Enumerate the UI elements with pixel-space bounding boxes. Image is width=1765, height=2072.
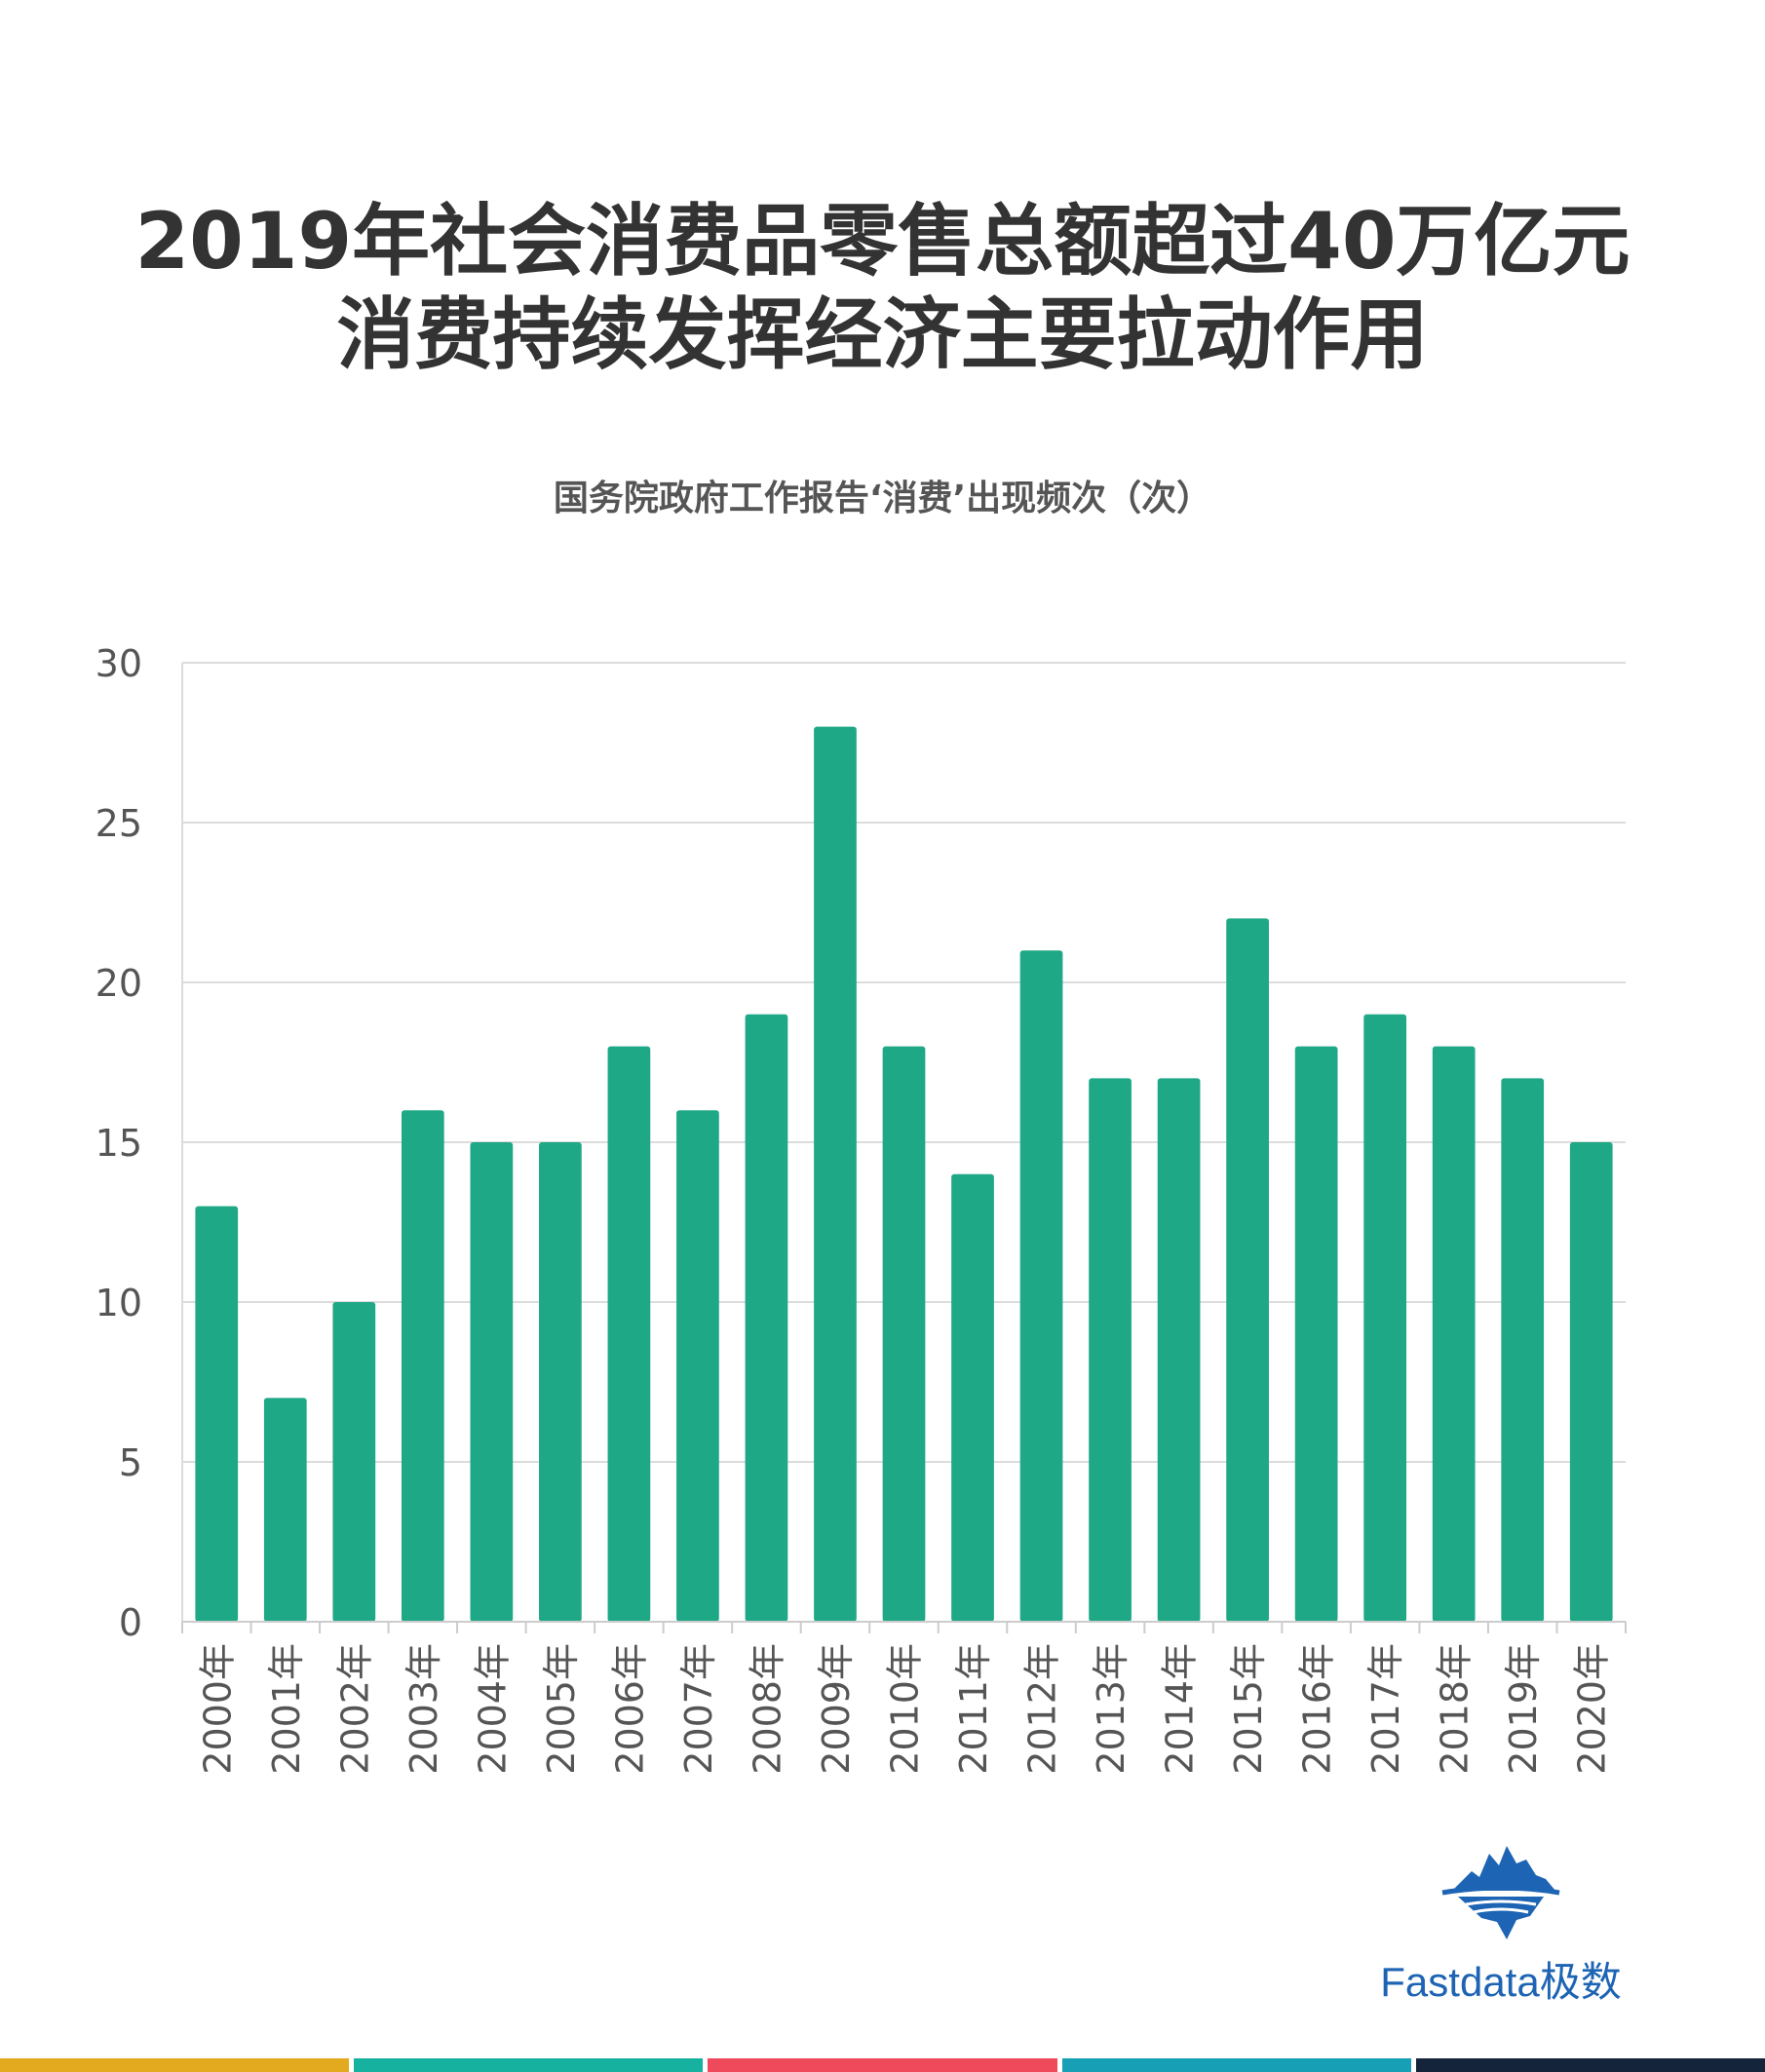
footer-bar-2 [354, 2058, 703, 2072]
y-tick-label: 0 [119, 1601, 142, 1644]
x-tick-label: 2002年 [333, 1643, 376, 1775]
bar [1019, 950, 1063, 1622]
x-tick-label: 2000年 [196, 1643, 239, 1775]
bar [882, 1046, 926, 1622]
page-title: 2019年社会消费品零售总额超过40万亿元 消费持续发挥经济主要拉动作用 [0, 195, 1765, 382]
bar [607, 1046, 651, 1622]
x-tick-label: 2008年 [746, 1643, 788, 1775]
bar [470, 1142, 514, 1622]
x-tick-label: 2009年 [815, 1643, 858, 1775]
x-tick-label: 2010年 [884, 1643, 927, 1775]
chart-title: 国务院政府工作报告‘消费’出现频次（次） [553, 479, 1212, 518]
x-tick-label: 2007年 [677, 1643, 720, 1775]
x-tick-label: 2013年 [1090, 1643, 1132, 1775]
footer-bar-4 [1062, 2058, 1411, 2072]
x-tick-label: 2020年 [1571, 1643, 1614, 1775]
bar [1363, 1014, 1407, 1622]
x-tick-label: 2004年 [471, 1643, 514, 1775]
bar [332, 1302, 376, 1622]
y-tick-label: 20 [96, 962, 142, 1005]
x-axis [181, 1621, 1627, 1633]
bars [195, 726, 1613, 1622]
bar [951, 1173, 994, 1622]
bar [1226, 918, 1269, 1622]
footer-bar-3 [708, 2058, 1057, 2072]
logo-text: Fastdata极数 [1380, 1959, 1622, 2005]
bar [195, 1206, 239, 1622]
bar [539, 1142, 582, 1622]
footer-color-bars [0, 2058, 1765, 2072]
title-line-2: 消费持续发挥经济主要拉动作用 [336, 289, 1429, 380]
bar [676, 1110, 719, 1622]
x-tick-label: 2005年 [540, 1643, 583, 1775]
bar [401, 1110, 444, 1622]
x-tick-label: 2006年 [608, 1643, 651, 1775]
bar [814, 726, 857, 1622]
y-axis-ticks: 0 5 10 15 20 25 30 [96, 642, 142, 1644]
x-tick-label: 2014年 [1159, 1643, 1202, 1775]
x-tick-label: 2003年 [403, 1643, 445, 1775]
bar [1294, 1046, 1338, 1622]
y-tick-label: 10 [96, 1282, 142, 1324]
y-tick-label: 30 [96, 642, 142, 685]
bar [1501, 1078, 1545, 1622]
bar [1569, 1142, 1613, 1622]
x-tick-label: 2019年 [1502, 1643, 1545, 1775]
x-tick-label: 2016年 [1296, 1643, 1339, 1775]
bar [745, 1014, 788, 1622]
x-tick-label: 2015年 [1227, 1643, 1270, 1775]
y-tick-label: 25 [96, 802, 142, 845]
x-tick-label: 2012年 [1021, 1643, 1064, 1775]
x-tick-label: 2018年 [1434, 1643, 1477, 1775]
bar [263, 1398, 307, 1622]
iceberg-icon [1441, 1846, 1560, 1939]
x-tick-label: 2017年 [1364, 1643, 1407, 1775]
bar [1432, 1046, 1476, 1622]
bar [1089, 1078, 1132, 1622]
fastdata-logo: Fastdata极数 [1364, 1832, 1637, 2008]
y-tick-label: 15 [96, 1122, 142, 1165]
x-tick-label: 2001年 [265, 1643, 308, 1775]
title-line-1: 2019年社会消费品零售总额超过40万亿元 [134, 196, 1631, 287]
footer-bar-5 [1416, 2058, 1765, 2072]
y-tick-label: 5 [119, 1441, 142, 1484]
x-axis-labels: 2000年 2001年 2002年 2003年 2004年 2005年 2006年 2007年… [196, 1643, 1613, 1775]
bar [1157, 1078, 1201, 1622]
x-tick-label: 2011年 [952, 1643, 995, 1775]
footer-bar-1 [0, 2058, 349, 2072]
